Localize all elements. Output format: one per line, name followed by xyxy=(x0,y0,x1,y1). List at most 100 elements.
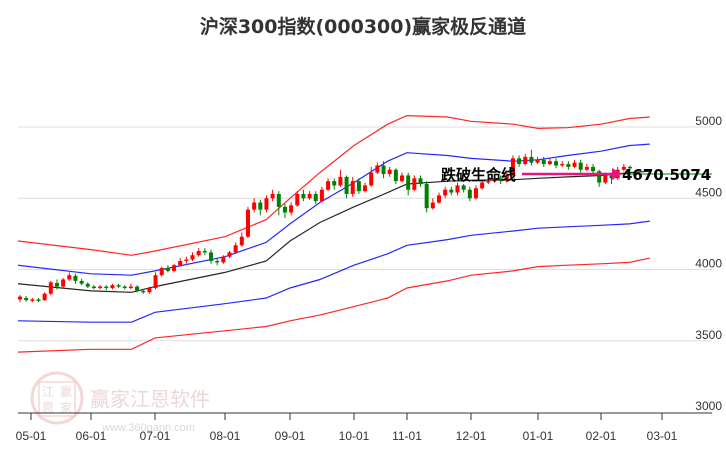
candle-body xyxy=(473,188,478,199)
candle-body xyxy=(67,275,72,280)
candle-body xyxy=(529,156,534,163)
chart-title: 沪深300指数(000300)赢家极反通道 xyxy=(199,16,527,38)
candle-body xyxy=(18,296,22,300)
candle-body xyxy=(498,178,503,182)
candle-body xyxy=(356,181,361,192)
candle-body xyxy=(36,299,41,301)
y-tick-label: 5000 xyxy=(695,114,722,128)
candle-body xyxy=(381,165,386,175)
candle-body xyxy=(252,202,257,210)
candle-body xyxy=(609,175,614,179)
arrow-right-icon xyxy=(612,168,622,180)
candle-body xyxy=(141,290,146,293)
candle-body xyxy=(85,283,90,287)
candle-body xyxy=(258,202,263,210)
candle-body xyxy=(628,166,632,169)
candle-body xyxy=(332,181,337,186)
candle-body xyxy=(196,250,201,256)
candle-body xyxy=(135,286,140,291)
candle-body xyxy=(48,282,53,294)
candle-body xyxy=(147,288,152,293)
candle-body xyxy=(98,286,103,289)
candle-body xyxy=(393,169,398,182)
candle-body xyxy=(61,279,66,287)
candle-body xyxy=(91,286,96,289)
candle-body xyxy=(215,260,220,263)
candle-body xyxy=(282,206,287,213)
candlesticks xyxy=(18,149,632,303)
candle-body xyxy=(202,250,207,253)
candle-body xyxy=(418,178,423,184)
candle-body xyxy=(541,159,546,165)
watermark-logo-char: 恩 xyxy=(42,401,54,415)
candle-body xyxy=(455,185,460,193)
candle-body xyxy=(276,193,281,207)
watermark-name: 赢家江恩软件 xyxy=(90,387,210,411)
candle-body xyxy=(221,256,226,263)
candle-body xyxy=(578,162,583,170)
candle-body xyxy=(387,169,392,175)
candle-body xyxy=(523,156,528,165)
x-tick-label: 02-01 xyxy=(586,429,617,443)
candle-body xyxy=(190,255,195,260)
x-tick-label: 07-01 xyxy=(140,429,171,443)
candle-body xyxy=(172,265,177,271)
candle-body xyxy=(104,286,109,289)
candle-body xyxy=(178,260,183,266)
watermark-logo-icon: 江 赢 恩 家 xyxy=(30,371,84,425)
candle-body xyxy=(430,202,435,209)
candle-body xyxy=(42,293,47,301)
x-tick-label: 05-01 xyxy=(16,429,47,443)
candle-body xyxy=(436,195,441,203)
candle-body xyxy=(350,181,355,194)
candle-body xyxy=(554,161,559,166)
watermark-logo-char: 赢 xyxy=(60,384,72,399)
candle-body xyxy=(486,181,491,183)
candle-body xyxy=(184,259,189,261)
channel-bands xyxy=(17,114,650,353)
candle-body xyxy=(227,252,232,257)
x-tick-label: 09-01 xyxy=(275,429,306,443)
candle-body xyxy=(319,189,324,202)
x-tick-label: 10-01 xyxy=(339,429,370,443)
y-tick-label: 3500 xyxy=(695,328,722,342)
candle-body xyxy=(363,185,368,192)
y-tick-label: 3000 xyxy=(695,399,722,413)
candle-body xyxy=(547,161,552,165)
candle-body xyxy=(338,176,343,186)
candle-body xyxy=(54,283,59,287)
candle-body xyxy=(560,164,565,166)
candle-body xyxy=(24,298,29,301)
candle-body xyxy=(424,184,429,209)
x-tick-label: 01-01 xyxy=(523,429,554,443)
candle-body xyxy=(412,178,417,190)
candle-body xyxy=(584,166,589,170)
candle-body xyxy=(621,166,626,170)
candle-body xyxy=(270,193,275,199)
candle-body xyxy=(517,158,522,165)
x-axis-ticks: 05-01 06-01 07-01 08-01 09-01 10-01 11-01 12-01… xyxy=(16,413,678,443)
annotation-layer: 跌破生命线 4670.5074 xyxy=(441,166,712,184)
candle-body xyxy=(165,268,170,271)
candle-body xyxy=(313,193,318,202)
candle-body xyxy=(369,172,374,186)
candle-body xyxy=(443,189,448,196)
candle-body xyxy=(73,275,78,281)
y-tick-label: 4000 xyxy=(695,257,722,271)
candle-body xyxy=(116,285,121,287)
candle-body xyxy=(400,175,405,182)
candle-body xyxy=(375,165,380,173)
x-tick-label: 03-01 xyxy=(647,429,678,443)
candle-body xyxy=(492,178,497,182)
candle-body xyxy=(572,162,577,167)
candle-body xyxy=(245,209,250,237)
x-tick-label: 06-01 xyxy=(76,429,107,443)
candle-body xyxy=(209,252,214,261)
candle-body xyxy=(264,198,269,210)
x-tick-label: 08-01 xyxy=(210,429,241,443)
price-value-label: 4670.5074 xyxy=(622,166,711,184)
watermark-logo-char: 江 xyxy=(42,385,54,399)
x-tick-label: 12-01 xyxy=(456,429,487,443)
candle-body xyxy=(480,182,485,189)
lower-inner-band-line xyxy=(17,220,650,323)
